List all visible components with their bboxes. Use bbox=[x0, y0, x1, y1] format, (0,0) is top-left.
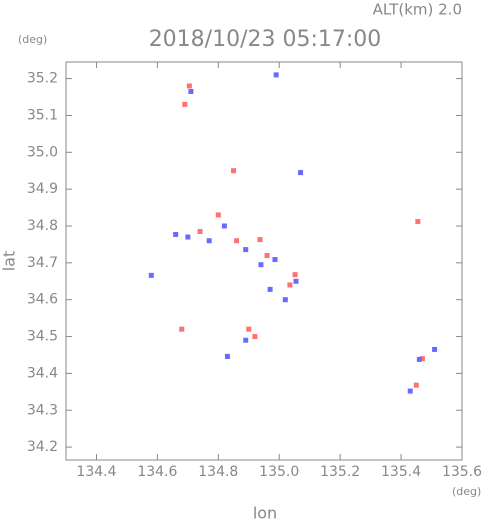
point bbox=[224, 353, 230, 359]
y-unit: (deg) bbox=[18, 33, 47, 46]
point bbox=[298, 170, 304, 176]
x-axis-label: lon bbox=[253, 504, 277, 522]
x-tick-label: 135.2 bbox=[320, 464, 360, 480]
y-tick-label: 34.3 bbox=[27, 402, 58, 418]
point bbox=[407, 388, 413, 394]
point bbox=[416, 356, 422, 362]
y-tick-label: 34.9 bbox=[27, 181, 58, 197]
point bbox=[185, 234, 191, 240]
point bbox=[287, 282, 293, 288]
x-tick-label: 135.0 bbox=[259, 464, 299, 480]
point bbox=[179, 326, 185, 332]
point bbox=[292, 272, 298, 278]
x-tick-label: 135.4 bbox=[381, 464, 421, 480]
x-unit: (deg) bbox=[452, 485, 481, 498]
point bbox=[182, 101, 188, 107]
point bbox=[432, 346, 438, 352]
y-tick-label: 35.0 bbox=[27, 144, 58, 160]
plot-frame bbox=[65, 61, 463, 461]
point bbox=[267, 286, 273, 292]
y-tick-label: 34.4 bbox=[27, 365, 58, 381]
point bbox=[258, 262, 264, 268]
x-tick-label: 134.4 bbox=[76, 464, 116, 480]
point bbox=[215, 212, 221, 218]
y-axis-label: lat bbox=[0, 251, 19, 272]
y-tick-label: 34.8 bbox=[27, 218, 58, 234]
y-tick-label: 35.2 bbox=[27, 71, 58, 87]
x-tick-label: 135.6 bbox=[442, 464, 482, 480]
point bbox=[173, 231, 179, 237]
point bbox=[231, 168, 237, 174]
point bbox=[186, 83, 192, 89]
point bbox=[272, 257, 278, 263]
point bbox=[246, 326, 252, 332]
point bbox=[221, 223, 227, 229]
x-tick-label: 134.6 bbox=[137, 464, 177, 480]
point bbox=[243, 247, 249, 253]
point bbox=[282, 297, 288, 303]
x-tick-label: 134.8 bbox=[198, 464, 238, 480]
point bbox=[419, 356, 425, 362]
point bbox=[252, 334, 258, 340]
point bbox=[273, 72, 279, 78]
point bbox=[188, 88, 194, 94]
point bbox=[206, 238, 212, 244]
point bbox=[148, 272, 154, 278]
annotation: ALT(km) 2.0 bbox=[373, 1, 462, 19]
point bbox=[264, 252, 270, 258]
point bbox=[197, 229, 203, 235]
point bbox=[413, 382, 419, 388]
y-tick-label: 34.6 bbox=[27, 292, 58, 308]
point bbox=[257, 237, 263, 243]
point bbox=[293, 278, 299, 284]
y-tick-label: 35.1 bbox=[27, 107, 58, 123]
y-tick-label: 34.2 bbox=[27, 439, 58, 455]
point bbox=[234, 238, 240, 244]
point bbox=[243, 337, 249, 343]
chart-title: 2018/10/23 05:17:00 bbox=[149, 27, 382, 52]
y-tick-label: 34.7 bbox=[27, 255, 58, 271]
y-tick-label: 34.5 bbox=[27, 329, 58, 345]
point bbox=[415, 219, 421, 225]
